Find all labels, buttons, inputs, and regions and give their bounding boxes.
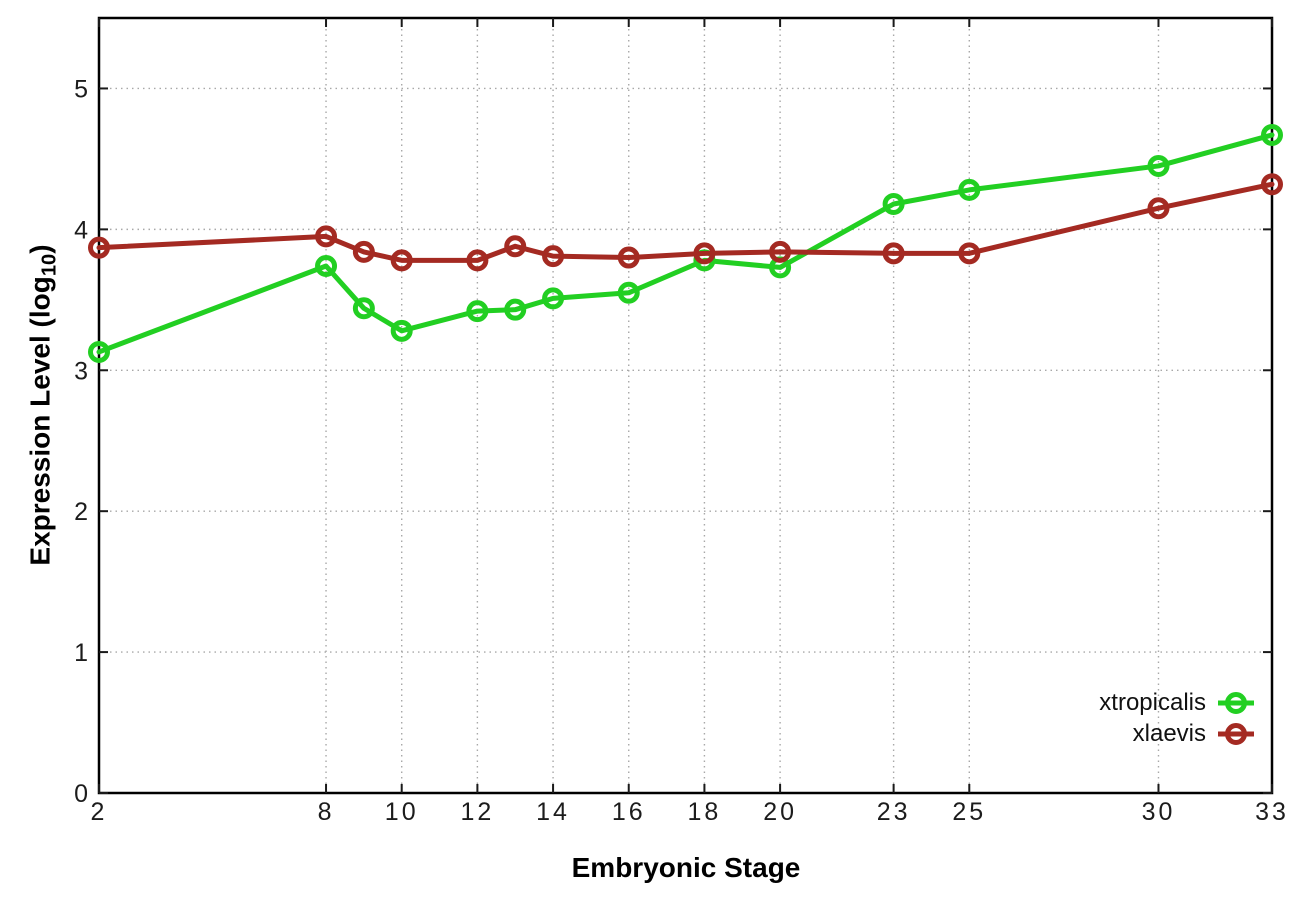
x-axis-title: Embryonic Stage [571, 852, 801, 883]
legend-circle-icon [1225, 722, 1247, 745]
data-point-xlaevis [617, 246, 640, 269]
data-point-xlaevis [882, 242, 905, 265]
y-axis-title-text: Expression Level (log [24, 276, 56, 566]
legend-marker-xlaevis [1218, 722, 1254, 745]
x-tick-label: 2 [91, 798, 108, 826]
x-tick-label: 30 [1142, 798, 1176, 826]
data-point-xlaevis [958, 242, 981, 265]
y-axis-title-close: ) [24, 244, 56, 254]
data-point-xtropicalis [542, 287, 565, 310]
data-point-xtropicalis [617, 281, 640, 304]
data-point-xtropicalis [1261, 123, 1283, 146]
x-tick-label: 16 [612, 798, 646, 826]
x-tick-label: 18 [688, 798, 722, 826]
data-point-xtropicalis [390, 319, 413, 342]
y-tick-label: 0 [74, 780, 88, 808]
data-point-xtropicalis [958, 178, 981, 201]
data-point-xtropicalis [466, 300, 489, 323]
data-point-xlaevis [352, 240, 375, 263]
x-tick-label: 33 [1255, 798, 1289, 826]
legend-item-xtropicalis: xtropicalis [1099, 687, 1256, 718]
legend-item-xlaevis: xlaevis [1099, 718, 1256, 749]
legend: xtropicalis xlaevis [1099, 687, 1256, 749]
y-tick-label: 1 [74, 639, 88, 667]
x-tick-label: 14 [536, 798, 570, 826]
x-tick-label: 23 [877, 798, 911, 826]
data-point-xlaevis [769, 240, 792, 263]
x-tick-label: 25 [952, 798, 986, 826]
x-tick-label: 8 [318, 798, 335, 826]
series-line-xlaevis [96, 181, 1275, 263]
data-point-xtropicalis [882, 193, 905, 215]
plot-border [97, 16, 1274, 795]
data-point-xlaevis [1147, 197, 1170, 220]
data-point-xlaevis [1261, 173, 1283, 196]
y-tick-label: 2 [74, 498, 88, 526]
legend-circle-icon [1225, 691, 1247, 714]
legend-label-xlaevis: xlaevis [1132, 719, 1206, 747]
legend-marker-xtropicalis [1218, 691, 1254, 714]
series-line-xtropicalis [96, 132, 1275, 355]
data-point-xlaevis [88, 236, 110, 259]
y-axis-title-subscript: 10 [38, 253, 61, 277]
x-tick-label: 20 [763, 798, 797, 826]
data-point-xtropicalis [1147, 154, 1170, 177]
data-point-xlaevis [315, 225, 338, 248]
y-tick-label: 4 [74, 216, 88, 244]
data-point-xtropicalis [352, 297, 375, 320]
data-point-xlaevis [693, 242, 716, 265]
data-point-xlaevis [504, 235, 527, 258]
y-axis-title: Expression Level (log10) [24, 244, 61, 565]
y-tick-label: 3 [74, 357, 88, 385]
data-point-xtropicalis [88, 340, 110, 363]
data-point-xlaevis [466, 249, 489, 272]
x-tick-label: 12 [460, 798, 494, 826]
data-point-xtropicalis [504, 298, 527, 321]
y-tick-label: 5 [74, 75, 88, 103]
x-tick-label: 10 [385, 798, 419, 826]
data-point-xlaevis [390, 249, 413, 272]
data-point-xtropicalis [315, 255, 338, 277]
data-point-xlaevis [542, 245, 565, 268]
legend-label-xtropicalis: xtropicalis [1099, 688, 1206, 716]
